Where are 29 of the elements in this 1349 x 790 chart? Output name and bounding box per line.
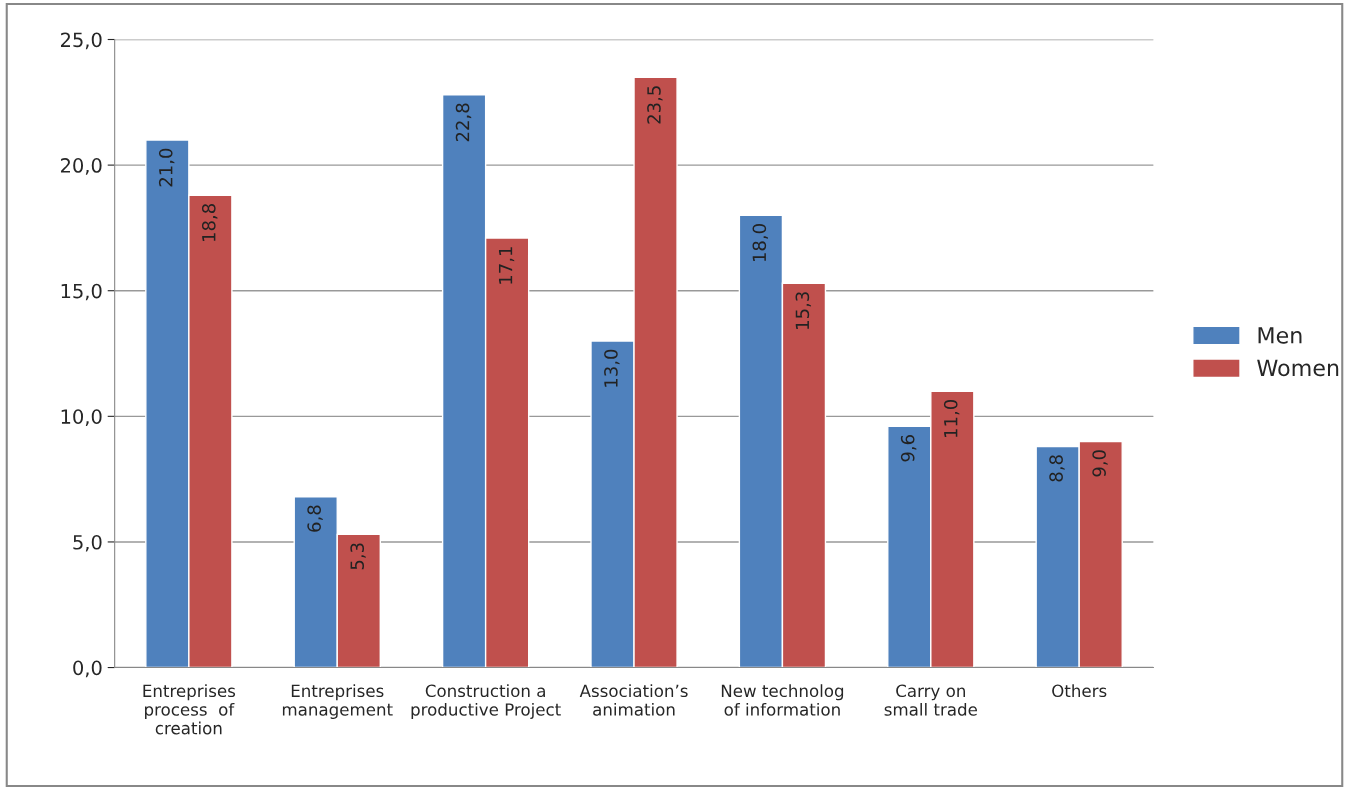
data-label: 21,0 (158, 148, 175, 187)
data-label: 23,5 (647, 86, 663, 124)
data-label: 15,3 (795, 292, 812, 329)
x-tick-label: Entreprises management (282, 684, 393, 720)
data-label: 9,0 (1092, 450, 1108, 477)
data-label: 22,8 (455, 103, 472, 142)
data-label: 11,0 (943, 399, 960, 437)
data-label: 18,8 (201, 204, 218, 242)
legend-label: Women (1257, 359, 1339, 377)
x-tick-label: Carry on small trade (884, 684, 977, 716)
y-tick-label: 10,0 (61, 409, 102, 426)
y-tick-label: 5,0 (73, 534, 102, 552)
y-tick-label: 15,0 (61, 283, 102, 301)
x-tick-label: Entreprises process of creation (143, 684, 236, 735)
data-label: 17,1 (498, 247, 515, 284)
y-tick-label: 25,0 (60, 32, 102, 50)
data-label: 9,6 (900, 435, 917, 462)
y-tick-label: 0,0 (73, 660, 102, 678)
x-tick-label: Construction a productive Project (411, 684, 561, 720)
data-label: 8,8 (1049, 455, 1065, 482)
x-tick-label: Others (1052, 684, 1107, 698)
x-tick-label: Association’s animation (579, 684, 688, 716)
data-label: 5,3 (350, 543, 366, 570)
data-label: 18,0 (752, 224, 768, 262)
y-tick-label: 20,0 (60, 158, 102, 175)
data-label: 13,0 (604, 349, 620, 387)
x-tick-label: New technolog of information (721, 684, 844, 716)
data-label: 6,8 (307, 505, 323, 532)
legend-label: Men (1258, 327, 1302, 344)
